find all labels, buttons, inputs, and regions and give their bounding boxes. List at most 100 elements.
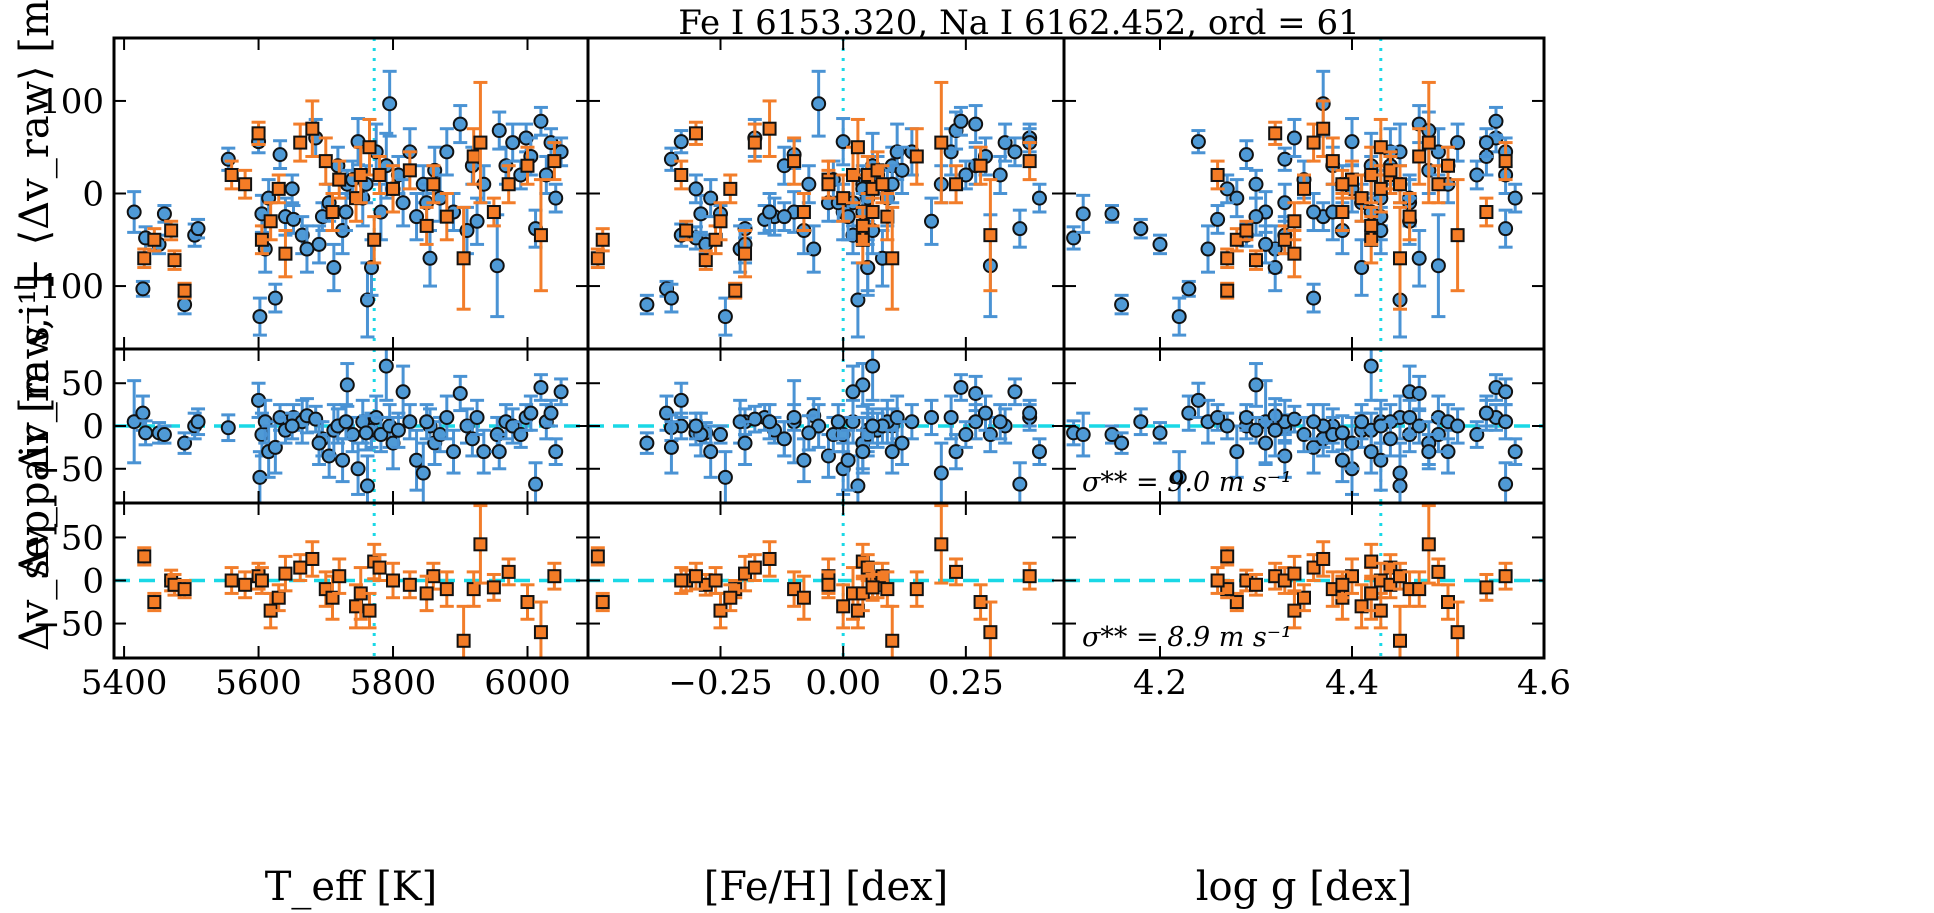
data-point-square xyxy=(305,121,320,136)
data-point-square xyxy=(1210,167,1225,182)
data-point-square xyxy=(238,577,253,592)
data-point-circle xyxy=(663,290,679,306)
data-point-circle xyxy=(469,409,485,425)
data-point-square xyxy=(278,566,293,581)
data-point-circle xyxy=(663,439,679,455)
data-point-circle xyxy=(1258,435,1274,451)
data-point-square xyxy=(486,580,501,595)
data-point-square xyxy=(1287,214,1302,229)
data-point-circle xyxy=(1210,211,1226,227)
data-point-circle xyxy=(1450,418,1466,434)
data-point-circle xyxy=(1286,411,1302,427)
data-point-circle xyxy=(796,452,812,468)
data-point-circle xyxy=(1181,281,1197,297)
panel-raw-Teff: −100 0 100 xyxy=(11,36,590,351)
y-axis-label: Δv_raw,i − ⟨Δv_raw⟩ [m s⁻¹] xyxy=(12,0,58,474)
data-point-circle xyxy=(1066,230,1082,246)
data-point-circle xyxy=(933,465,949,481)
data-point-circle xyxy=(135,281,151,297)
data-point-circle xyxy=(1498,384,1514,400)
x-tick-label: 4.6 xyxy=(1517,663,1571,703)
data-point-circle xyxy=(830,414,846,430)
data-point-circle xyxy=(840,452,856,468)
data-point-circle xyxy=(126,204,142,220)
data-point-square xyxy=(909,582,924,597)
data-point-square xyxy=(293,135,308,150)
data-point-circle xyxy=(489,258,505,274)
data-point-square xyxy=(1412,582,1427,597)
data-point-square xyxy=(147,232,162,247)
data-point-circle xyxy=(402,414,418,430)
data-point-circle xyxy=(747,411,763,427)
data-point-circle xyxy=(1382,431,1398,447)
data-point-circle xyxy=(1219,418,1235,434)
data-point-circle xyxy=(1277,151,1293,167)
data-point-square xyxy=(224,573,239,588)
data-point-circle xyxy=(395,195,411,211)
data-point-square xyxy=(1325,154,1340,169)
data-point-circle xyxy=(156,427,172,443)
data-point-square xyxy=(263,214,278,229)
data-point-circle xyxy=(1402,409,1418,425)
data-point-square xyxy=(590,549,605,564)
data-point-square xyxy=(1210,573,1225,588)
panel-raw-logg xyxy=(1062,36,1546,351)
data-point-square xyxy=(821,177,836,192)
data-point-square xyxy=(1335,177,1350,192)
data-point-circle xyxy=(311,435,327,451)
x-tick-label: 0.00 xyxy=(805,663,881,703)
data-point-square xyxy=(1287,566,1302,581)
data-point-circle xyxy=(373,427,389,443)
data-point-square xyxy=(1335,205,1350,220)
data-point-square xyxy=(426,177,441,192)
data-point-square xyxy=(271,590,286,605)
data-point-circle xyxy=(968,116,984,132)
data-point-circle xyxy=(865,418,881,434)
data-point-square xyxy=(1022,154,1037,169)
sigma-annotation: σ** = 8.9 m s⁻¹ xyxy=(1082,622,1292,653)
data-point-square xyxy=(1249,253,1263,268)
data-point-square xyxy=(1287,246,1302,261)
data-point-square xyxy=(386,573,401,588)
data-point-square xyxy=(762,551,777,566)
data-point-circle xyxy=(1306,204,1322,220)
data-point-circle xyxy=(943,409,959,425)
data-point-circle xyxy=(1334,452,1350,468)
y-axis-label: Δv_pair [m s⁻¹] xyxy=(12,273,58,578)
data-point-circle xyxy=(688,181,704,197)
data-point-circle xyxy=(1478,135,1494,151)
y-axis-label: Δv_sep xyxy=(12,510,58,651)
data-point-square xyxy=(372,167,387,182)
axis-labels: T_eff [K] [Fe/H] [dex] log g [dex] Δv_raw,i… xyxy=(12,0,1412,910)
data-point-square xyxy=(909,149,924,164)
data-point-square xyxy=(318,154,333,169)
data-point-circle xyxy=(1334,425,1350,441)
data-point-circle xyxy=(1075,427,1091,443)
panel-sep-FeH: −0.25 0.00 0.25 xyxy=(586,501,1066,703)
data-point-circle xyxy=(1007,144,1023,160)
y-tick-label: 100 xyxy=(39,82,104,122)
data-point-circle xyxy=(1392,465,1408,481)
x-axis-label: [Fe/H] [dex] xyxy=(704,864,949,910)
panel-plot-area xyxy=(1064,349,1544,503)
data-point-square xyxy=(362,603,377,618)
data-point-circle xyxy=(1248,422,1264,438)
data-point-square xyxy=(402,163,417,178)
y-tick-label: 0 xyxy=(82,175,104,215)
data-point-circle xyxy=(1498,476,1514,492)
data-point-circle xyxy=(953,113,969,129)
data-point-square xyxy=(1316,551,1331,566)
data-point-square xyxy=(386,181,401,196)
data-point-circle xyxy=(272,147,288,163)
data-point-circle xyxy=(284,181,300,197)
data-point-square xyxy=(688,569,703,584)
data-point-circle xyxy=(284,418,300,434)
data-point-circle xyxy=(865,358,881,374)
data-point-circle xyxy=(1478,405,1494,421)
data-point-circle xyxy=(762,204,778,220)
data-point-circle xyxy=(339,377,355,393)
data-point-square xyxy=(1393,177,1407,192)
